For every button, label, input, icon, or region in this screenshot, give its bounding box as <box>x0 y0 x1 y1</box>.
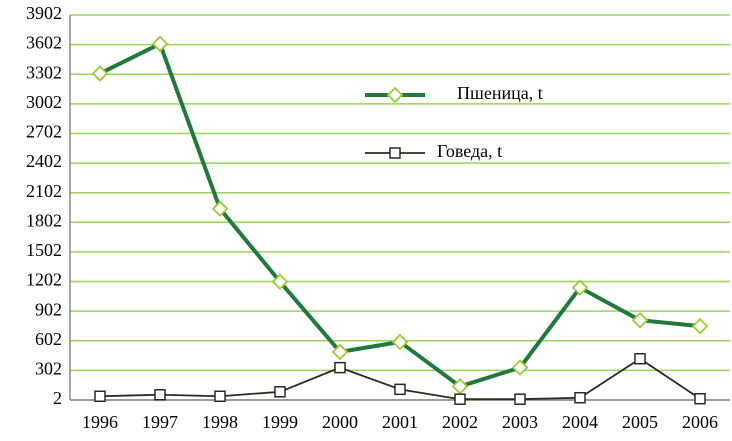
legend-label: Пшеница, t <box>457 83 543 103</box>
marker <box>151 35 169 53</box>
y-tick-label: 3002 <box>26 92 62 112</box>
x-tick-label: 2000 <box>322 412 358 432</box>
marker <box>271 273 289 291</box>
y-tick-label: 1502 <box>26 240 62 260</box>
x-tick-label: 1996 <box>82 412 118 432</box>
marker <box>91 65 109 82</box>
x-tick-label: 1999 <box>262 412 298 432</box>
x-tick-label: 2006 <box>682 412 718 432</box>
y-tick-label: 2102 <box>26 181 62 201</box>
marker <box>274 386 286 398</box>
marker <box>574 391 586 404</box>
marker <box>334 361 346 374</box>
marker <box>694 392 706 405</box>
y-tick-label: 1802 <box>26 210 62 230</box>
x-tick-label: 2002 <box>442 412 478 432</box>
marker <box>391 333 409 351</box>
marker <box>154 389 166 401</box>
marker <box>331 343 349 361</box>
marker <box>571 279 589 296</box>
marker <box>389 147 401 159</box>
x-tick-label: 2001 <box>382 412 418 432</box>
y-tick-label: 3302 <box>26 62 62 82</box>
x-tick-label: 1998 <box>202 412 238 432</box>
marker <box>211 200 229 217</box>
y-tick-label: 602 <box>35 329 62 349</box>
y-tick-label: 302 <box>35 359 62 379</box>
y-tick-label: 3902 <box>26 3 62 23</box>
y-tick-label: 2 <box>53 388 62 408</box>
y-tick-label: 3602 <box>26 33 62 53</box>
y-tick-label: 902 <box>35 299 62 319</box>
x-tick-label: 1997 <box>142 412 178 432</box>
y-tick-label: 2402 <box>26 151 62 171</box>
marker <box>514 393 526 405</box>
x-tick-label: 2004 <box>562 412 598 432</box>
marker <box>394 383 406 396</box>
y-tick-label: 1202 <box>26 270 62 290</box>
x-tick-label: 2005 <box>622 412 658 432</box>
legend-label: Говеда, t <box>437 141 502 161</box>
marker <box>94 390 106 402</box>
marker <box>214 390 226 402</box>
marker <box>511 359 529 376</box>
marker <box>634 352 646 365</box>
marker <box>454 393 466 405</box>
marker <box>386 86 404 104</box>
marker <box>451 378 469 395</box>
marker <box>691 317 709 335</box>
y-tick-label: 2702 <box>26 122 62 142</box>
marker <box>631 311 649 329</box>
x-tick-label: 2003 <box>502 412 538 432</box>
